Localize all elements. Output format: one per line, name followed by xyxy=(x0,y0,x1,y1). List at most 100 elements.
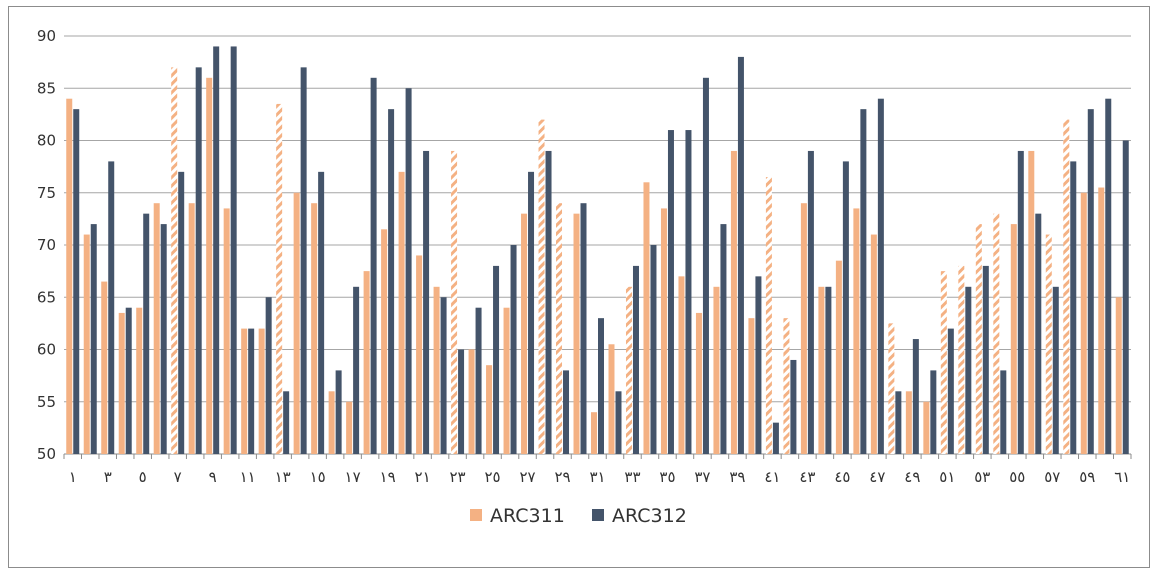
bar-arc311 xyxy=(433,286,440,454)
bar-arc312 xyxy=(108,161,115,454)
bar-arc311 xyxy=(1080,192,1087,454)
bar-arc312 xyxy=(283,391,290,454)
bar-arc311 xyxy=(905,391,912,454)
bar-arc311 xyxy=(486,365,493,454)
bar-arc311 xyxy=(188,203,195,454)
bar-arc312 xyxy=(528,171,535,454)
bar-arc311 xyxy=(870,234,877,454)
x-tick-label: ٣٧ xyxy=(694,468,710,486)
bar-arc312 xyxy=(842,161,849,454)
bar-arc312 xyxy=(143,213,150,454)
bar-arc311 xyxy=(643,182,650,455)
bar-arc311 xyxy=(171,67,178,454)
x-tick-label: ٤١ xyxy=(764,468,780,486)
bar-arc311 xyxy=(835,260,842,454)
bar-arc312 xyxy=(213,46,220,454)
bar-arc311 xyxy=(818,286,825,454)
bar-arc312 xyxy=(1122,140,1129,454)
bar-arc311 xyxy=(118,312,125,454)
bar-arc311 xyxy=(503,307,510,454)
bar-arc311 xyxy=(608,344,615,454)
bar-arc311 xyxy=(678,276,685,454)
y-tick-label: 80 xyxy=(37,132,56,150)
y-tick-label: 90 xyxy=(37,27,56,45)
y-tick-label: 70 xyxy=(37,236,56,254)
bar-arc311 xyxy=(625,286,632,454)
bar-arc312 xyxy=(1087,109,1094,455)
bar-arc311 xyxy=(923,401,930,454)
y-tick-label: 50 xyxy=(37,445,56,463)
bar-arc312 xyxy=(702,77,709,455)
bar-arc311 xyxy=(1045,234,1052,454)
bar-arc312 xyxy=(825,286,832,454)
bar-arc312 xyxy=(475,307,482,454)
bar-arc311 xyxy=(1028,150,1035,454)
x-tick-label: ١٩ xyxy=(380,468,396,486)
bar-arc311 xyxy=(591,412,597,454)
bar-arc311 xyxy=(258,328,265,454)
bar-arc312 xyxy=(807,150,814,454)
legend-label-arc312: ARC312 xyxy=(612,505,687,527)
bar-arc311 xyxy=(1010,224,1017,454)
bar-arc312 xyxy=(737,56,744,455)
bar-arc312 xyxy=(73,109,80,455)
x-tick-label: ٤٣ xyxy=(799,468,815,486)
x-tick-label: ٣٥ xyxy=(659,468,675,486)
x-tick-label: ٥٧ xyxy=(1044,468,1060,486)
x-tick-label: ٧ xyxy=(174,468,182,486)
x-tick-label: ٤٧ xyxy=(869,468,885,486)
bar-arc312 xyxy=(440,297,447,454)
x-tick-label: ٢٥ xyxy=(484,468,500,486)
bar-arc311 xyxy=(346,401,353,454)
bar-arc312 xyxy=(493,265,500,454)
bar-arc312 xyxy=(458,349,465,454)
bar-arc311 xyxy=(223,208,230,454)
bar-arc312 xyxy=(720,224,727,454)
y-tick-label: 55 xyxy=(37,393,56,411)
y-tick-label: 75 xyxy=(37,184,56,202)
x-tick-label: ٥١ xyxy=(939,468,955,486)
x-tick-label: ٤٥ xyxy=(834,468,850,486)
x-axis-ticks: ١ ٣ ٥ ٧ ٩ ١١ ١٣ ١٥ ١٧ ١٩ ٢١ ٢٣ ٢٥ ٢٧ ٢٩ ٣١ ٣٣ ٣٥ ٣٧ ٣٩ ٤١ ٤٣ ٤… xyxy=(63,454,1132,486)
y-tick-label: 85 xyxy=(37,79,56,97)
x-tick-label: ١٧ xyxy=(345,468,361,486)
bar-arc311 xyxy=(66,98,73,454)
bar-arc311 xyxy=(1063,119,1070,454)
bar-arc311 xyxy=(940,271,947,454)
bar-arc312 xyxy=(178,171,185,454)
bar-arc311 xyxy=(206,77,213,455)
bar-arc312 xyxy=(755,276,762,454)
bar-arc312 xyxy=(895,391,902,454)
x-tick-label: ٦١ xyxy=(1114,468,1130,486)
bar-arc312 xyxy=(160,224,167,454)
bar-arc311 xyxy=(556,203,563,454)
bar-arc312 xyxy=(912,339,919,454)
x-tick-label: ٣ xyxy=(104,468,112,486)
x-tick-label: ٥ xyxy=(139,468,147,486)
x-tick-label: ٢٩ xyxy=(554,468,570,486)
bar-arc312 xyxy=(90,224,97,454)
bar-arc311 xyxy=(888,323,895,454)
bar-arc312 xyxy=(632,265,639,454)
bar-arc311 xyxy=(381,229,388,454)
x-tick-label: ١١ xyxy=(240,468,256,486)
bar-arc311 xyxy=(660,208,667,454)
bar-arc312 xyxy=(335,370,342,454)
bar-arc312 xyxy=(772,422,779,454)
bar-arc311 xyxy=(573,213,580,454)
legend-swatch-arc311 xyxy=(470,509,482,521)
bar-arc312 xyxy=(598,318,604,454)
bar-arc312 xyxy=(248,328,255,454)
bar-arc311 xyxy=(993,213,1000,454)
chart-frame: 50 55 60 65 70 75 80 85 90 ١ ٣ ٥ ٧ ٩ ١١ ١٣ ١٥ ١٧ ١٩ ٢١ ٢٣ ٢٥… xyxy=(8,6,1150,568)
bar-arc312 xyxy=(965,286,972,454)
bar-arc312 xyxy=(388,109,395,455)
bar-arc312 xyxy=(265,297,272,454)
x-tick-label: ٤٩ xyxy=(904,468,920,486)
x-tick-label: ٩ xyxy=(209,468,217,486)
bar-arc311 xyxy=(468,349,475,454)
bar-arc311 xyxy=(853,208,860,454)
bar-arc311 xyxy=(136,307,143,454)
y-tick-label: 65 xyxy=(37,288,56,306)
